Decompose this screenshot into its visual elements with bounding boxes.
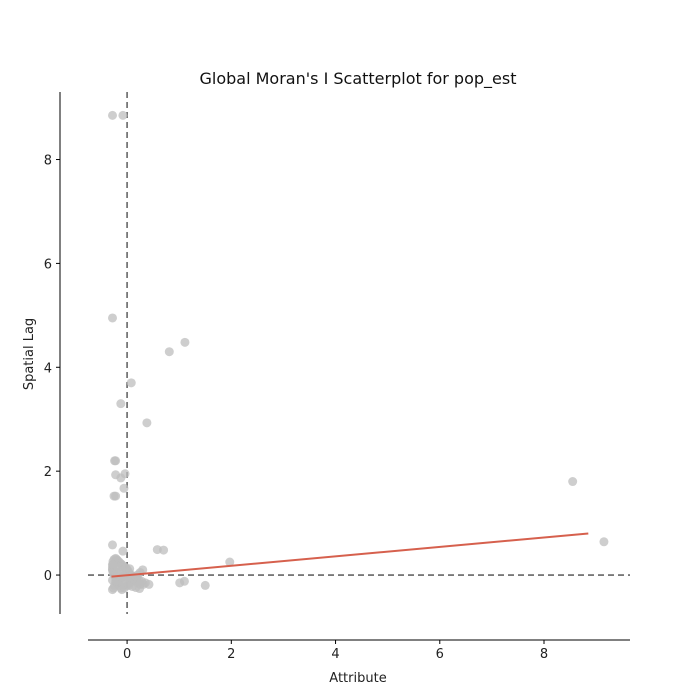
data-point xyxy=(200,580,210,590)
data-point xyxy=(107,110,117,120)
regression-line-group xyxy=(111,532,589,578)
regression-line xyxy=(111,532,589,578)
data-point xyxy=(107,540,117,550)
data-point xyxy=(108,560,118,570)
x-tick-label: 0 xyxy=(123,647,131,662)
data-point xyxy=(599,537,609,547)
y-tick-label: 2 xyxy=(44,465,52,480)
axes: 0 2 4 6 8 0 2 4 6 8 xyxy=(44,92,630,662)
data-point xyxy=(116,399,126,409)
data-point xyxy=(164,347,174,357)
data-point xyxy=(119,483,129,493)
x-tick-label: 8 xyxy=(540,647,548,662)
data-point xyxy=(126,378,136,388)
y-tick-label: 8 xyxy=(44,154,52,169)
y-tick-label: 4 xyxy=(44,361,52,376)
x-tick-label: 4 xyxy=(331,647,339,662)
data-point xyxy=(138,565,148,575)
data-point xyxy=(142,418,152,428)
data-point xyxy=(107,313,117,323)
data-point xyxy=(225,557,235,567)
x-tick-label: 6 xyxy=(436,647,444,662)
x-axis-label: Attribute xyxy=(329,671,386,686)
data-point xyxy=(568,477,578,487)
data-point xyxy=(111,491,121,501)
data-point xyxy=(111,456,121,466)
y-tick-label: 0 xyxy=(44,569,52,584)
data-point xyxy=(159,545,169,555)
data-point xyxy=(118,110,128,120)
y-tick-label: 6 xyxy=(44,257,52,272)
x-tick-label: 2 xyxy=(227,647,235,662)
data-point xyxy=(138,579,148,589)
reference-lines xyxy=(88,92,630,614)
data-points xyxy=(107,110,609,595)
data-point xyxy=(175,578,185,588)
chart-title: Global Moran's I Scatterplot for pop_est xyxy=(200,69,517,89)
y-axis-label: Spatial Lag xyxy=(22,318,37,390)
data-point xyxy=(180,337,190,347)
data-point xyxy=(116,473,126,483)
data-point xyxy=(118,546,128,556)
